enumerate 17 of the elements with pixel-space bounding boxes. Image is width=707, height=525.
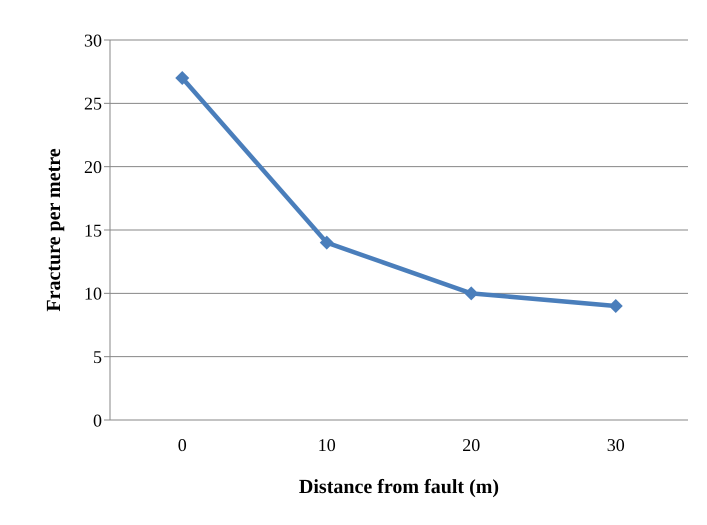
x-tick-label: 10: [318, 434, 336, 455]
point: [464, 286, 478, 300]
y-tick-label: 30: [84, 30, 102, 50]
x-axis-title: Distance from fault (m): [298, 476, 500, 498]
point: [608, 299, 623, 313]
point: [320, 236, 334, 250]
x-tick-label: 0: [178, 434, 187, 455]
y-tick-label: 20: [84, 157, 102, 178]
x-tick-label: 30: [606, 434, 625, 455]
y-axis-title: Fracture per metre: [43, 148, 66, 312]
y-tick-label: 15: [84, 220, 102, 240]
x-tick-label: 20: [462, 434, 480, 455]
y-tick-label: 10: [84, 284, 102, 304]
point: [175, 71, 190, 85]
y-tick-label: 25: [84, 94, 102, 114]
y-tick-label: 5: [93, 347, 102, 368]
y-tick-label: 0: [93, 410, 102, 430]
